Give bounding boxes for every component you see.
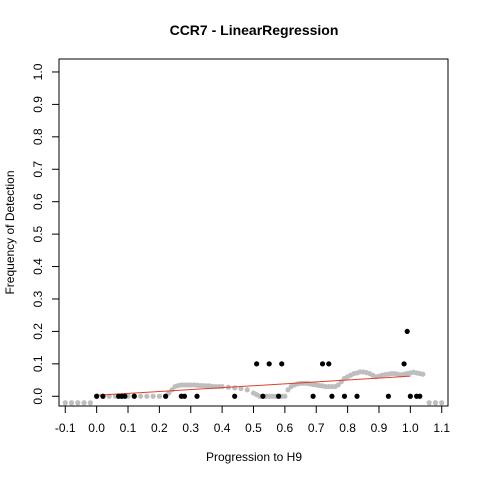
observed-point <box>354 393 360 399</box>
smoothed-point <box>335 382 341 388</box>
y-tick-label: 0.7 <box>31 161 45 178</box>
x-tick-label: 0.7 <box>308 421 325 435</box>
observed-point <box>266 361 272 367</box>
y-tick-label: 0.1 <box>31 355 45 372</box>
observed-point <box>417 393 423 399</box>
smoothed-point <box>282 393 288 399</box>
observed-point <box>100 393 106 399</box>
smoothed-point <box>439 400 445 406</box>
x-axis-label: Progression to H9 <box>206 450 302 464</box>
y-tick-label: 0.0 <box>31 388 45 405</box>
x-tick-label: 0.5 <box>245 421 262 435</box>
smoothed-point <box>137 393 144 399</box>
observed-point <box>254 361 260 367</box>
x-tick-label: 0.0 <box>88 421 105 435</box>
smoothed-point <box>156 393 162 399</box>
smoothed-point <box>420 371 426 377</box>
observed-point <box>404 328 410 335</box>
smoothed-point <box>81 400 87 406</box>
observed-point <box>194 393 200 399</box>
x-tick-label: 1.1 <box>433 421 450 435</box>
observed-point <box>260 393 266 399</box>
y-tick-label: 0.3 <box>31 290 45 307</box>
regression-line <box>96 375 411 396</box>
smoothed-point <box>87 400 93 406</box>
y-tick-label: 0.4 <box>31 258 45 275</box>
observed-point <box>319 361 326 367</box>
smoothed-point <box>232 385 238 391</box>
smoothed-point <box>68 400 75 406</box>
smoothed-point <box>62 400 68 406</box>
y-tick-label: 1.0 <box>31 63 45 80</box>
observed-point <box>275 393 282 399</box>
observed-point <box>163 393 169 399</box>
smoothed-point <box>426 400 432 406</box>
observed-point <box>181 393 188 399</box>
x-tick-label: 0.2 <box>151 421 168 435</box>
observed-point <box>232 393 238 399</box>
observed-point <box>279 361 285 367</box>
x-tick-label: 0.1 <box>120 421 137 435</box>
observed-point <box>329 393 335 399</box>
smoothed-point <box>238 385 244 392</box>
observed-point <box>341 393 348 399</box>
x-axis: -0.1 0.0 0.1 0.2 0.3 0.4 0.5 0.6 0.7 0.8 0.9 1.0 1.1 <box>55 405 450 435</box>
observed-point <box>94 393 100 399</box>
y-tick-label: 0.8 <box>31 128 45 145</box>
observed-point <box>310 393 316 399</box>
plot-frame <box>58 58 449 407</box>
x-tick-label: -0.1 <box>55 421 76 435</box>
smoothed-point <box>150 393 156 399</box>
smoothed-point <box>285 387 291 393</box>
observed-point <box>385 393 391 399</box>
observed-point <box>401 361 407 367</box>
x-tick-label: 0.3 <box>182 421 199 435</box>
x-tick-label: 0.8 <box>339 421 356 435</box>
x-tick-label: 0.9 <box>371 421 388 435</box>
observed-point <box>326 361 332 367</box>
smoothed-point <box>432 400 439 406</box>
x-tick-label: 1.0 <box>402 421 419 435</box>
smoothed-point <box>75 400 81 406</box>
smoothed-point <box>244 387 250 393</box>
y-tick-label: 0.5 <box>31 225 45 242</box>
observed-point <box>122 393 128 399</box>
smoothed-point <box>144 393 150 399</box>
y-tick-label: 0.9 <box>31 96 45 113</box>
y-tick-label: 0.6 <box>31 193 45 210</box>
smoothed-point <box>219 383 225 390</box>
x-tick-label: 0.6 <box>277 421 294 435</box>
observed-point <box>407 393 413 399</box>
x-tick-label: 0.4 <box>214 421 231 435</box>
y-axis: 0.0 0.1 0.2 0.3 0.4 0.5 0.6 0.7 0.8 0.9 1.0 <box>31 63 60 405</box>
chart-title: CCR7 - LinearRegression <box>170 22 339 38</box>
observed-point <box>131 393 137 399</box>
plot-area <box>62 328 445 406</box>
y-axis-label: Frequency of Detection <box>3 170 17 294</box>
y-tick-label: 0.2 <box>31 323 45 340</box>
smoothed-point <box>166 390 172 396</box>
